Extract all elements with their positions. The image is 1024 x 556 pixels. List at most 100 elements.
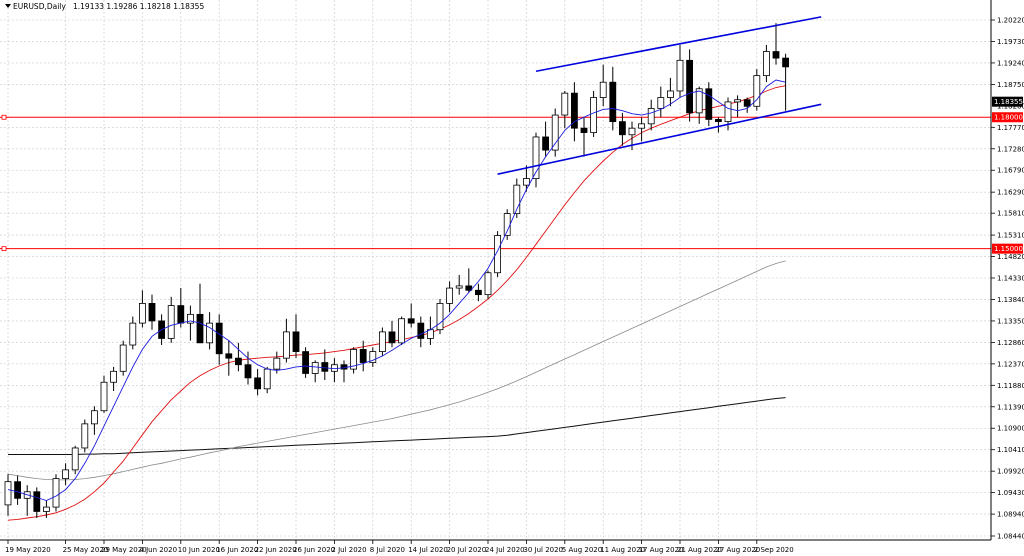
- candle-body: [62, 469, 69, 480]
- price-tag-level-2: 1.15000: [994, 245, 1023, 253]
- candle-body: [667, 90, 674, 98]
- candle-body: [359, 348, 367, 363]
- candle-body: [378, 331, 386, 352]
- time-tick-label: 19 May 2020: [5, 546, 51, 554]
- candle-body: [273, 357, 281, 370]
- candle-body: [657, 97, 665, 109]
- candle-body: [129, 322, 137, 346]
- dropdown-triangle-icon[interactable]: [5, 4, 11, 8]
- candle-body: [33, 491, 41, 512]
- candle-body: [177, 305, 185, 324]
- time-tick-label: 21 Aug 2020: [677, 546, 722, 554]
- candle-body: [561, 92, 569, 116]
- price-tick-label: 1.19730: [997, 38, 1024, 46]
- time-tick-label: 4 Jun 2020: [139, 546, 177, 554]
- candle-body: [311, 362, 319, 374]
- time-tick-label: 25 May 2020: [63, 546, 109, 554]
- price-tick-label: 1.10410: [997, 446, 1024, 454]
- price-tick-label: 1.19240: [997, 59, 1024, 67]
- time-tick-label: 11 Aug 2020: [600, 546, 645, 554]
- candle-body: [436, 303, 444, 331]
- price-tick-label: 1.08940: [997, 511, 1024, 519]
- time-tick-label: 2 Sep 2020: [754, 546, 794, 554]
- ma-slow-path: [7, 260, 786, 481]
- channel-line-upper[interactable]: [535, 16, 822, 73]
- candle-body: [330, 364, 338, 372]
- candle-body: [4, 481, 12, 506]
- candle-body: [321, 362, 329, 372]
- candle-body: [110, 370, 117, 383]
- candle-body: [225, 353, 233, 359]
- candle-body: [724, 101, 732, 123]
- channel-lines[interactable]: [497, 16, 822, 175]
- time-tick-label: 29 May 2020: [101, 546, 147, 554]
- chart-header: EURUSD,Daily 1.19133 1.19286 1.18218 1.1…: [5, 2, 204, 11]
- candle-body: [196, 313, 204, 344]
- time-tick-label: 24 Jul 2020: [485, 546, 525, 554]
- ma-long-line: [8, 397, 786, 455]
- time-tick-label: 22 Jun 2020: [255, 546, 297, 554]
- candle-body: [638, 123, 645, 129]
- time-tick-label: 16 Jun 2020: [216, 546, 258, 554]
- price-tag-level-1-bg: [992, 112, 1023, 123]
- candle-body: [234, 357, 242, 366]
- candle-body: [254, 377, 262, 390]
- candle-body: [215, 322, 223, 355]
- candle-body: [138, 303, 146, 324]
- time-tick-label: 14 Jul 2020: [408, 546, 448, 554]
- candle-body: [715, 119, 722, 123]
- symbol-label: EURUSD,Daily: [13, 2, 66, 11]
- candle-body: [484, 272, 492, 296]
- candle-body: [282, 331, 290, 359]
- candle-body: [503, 213, 511, 236]
- price-tick-label: 1.14820: [997, 253, 1024, 261]
- time-tick-label: 20 Jul 2020: [447, 546, 487, 554]
- price-tick-label: 1.20220: [997, 17, 1024, 25]
- candle-body: [753, 75, 761, 107]
- price-tag-level-2-bg: [992, 243, 1023, 254]
- candle-body: [465, 285, 473, 291]
- candle-body: [743, 99, 751, 107]
- ohlc-values: 1.19133 1.19286 1.18218 1.18355: [73, 2, 204, 11]
- candle-body: [43, 506, 50, 512]
- level-anchor-handle[interactable]: [1, 114, 7, 120]
- price-tick-label: 1.15810: [997, 210, 1024, 218]
- candle-body: [302, 351, 310, 374]
- candle-body: [782, 57, 789, 68]
- time-tick-label: 10 Jun 2020: [178, 546, 220, 554]
- candle-body: [81, 423, 89, 449]
- candle-body: [446, 287, 454, 304]
- candle-body: [628, 127, 636, 136]
- ma-mid-line: [7, 85, 786, 521]
- price-tick-label: 1.14330: [997, 275, 1024, 283]
- candle-body: [609, 81, 617, 123]
- price-tick-label: 1.15310: [997, 232, 1024, 240]
- price-tick-label: 1.16290: [997, 189, 1024, 197]
- time-tick-label: 26 Jun 2020: [293, 546, 335, 554]
- price-tag-level-1: 1.18000: [994, 114, 1023, 122]
- candle-body: [407, 318, 415, 324]
- candle-body: [580, 127, 588, 133]
- price-axis: 1.20220 1.19730 1.19240 1.18750 1.17770 1.172…: [991, 17, 1024, 541]
- level-anchor-handle[interactable]: [1, 246, 7, 252]
- candle-body: [244, 364, 252, 379]
- time-tick-label: 2 Jul 2020: [331, 546, 366, 554]
- ma-fast-line: [7, 79, 786, 501]
- price-tick-label: 1.16790: [997, 167, 1024, 175]
- candle-body: [350, 348, 358, 370]
- ma-mid-path: [7, 85, 786, 521]
- price-tick-label: 1.10900: [997, 425, 1024, 433]
- channel-line-lower[interactable]: [497, 103, 822, 175]
- candle-body: [763, 51, 770, 77]
- candle-body: [340, 364, 348, 370]
- candle-body: [388, 331, 396, 344]
- candle-body: [148, 303, 156, 322]
- candle-body: [398, 318, 406, 344]
- candle-body: [513, 184, 521, 215]
- candle-body: [100, 381, 108, 412]
- time-tick-label: 8 Jul 2020: [370, 546, 405, 554]
- candle-body: [263, 368, 271, 390]
